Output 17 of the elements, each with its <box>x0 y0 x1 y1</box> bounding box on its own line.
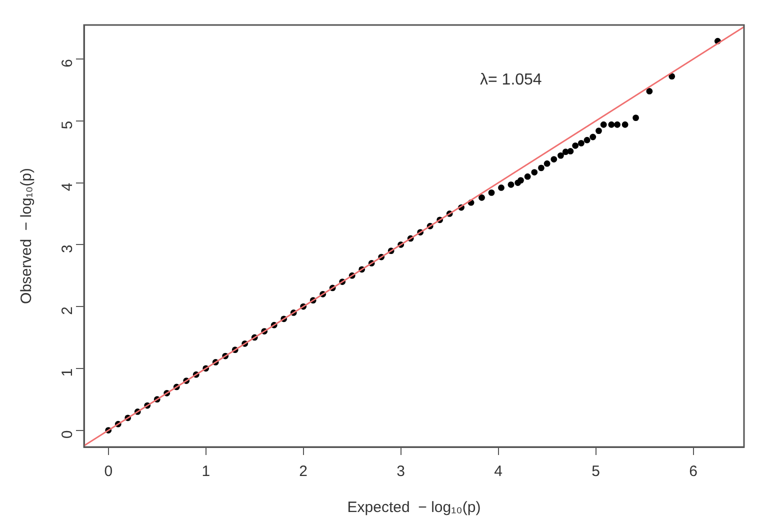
x-tick-label: 5 <box>592 463 600 480</box>
y-tick-label: 2 <box>59 306 76 315</box>
y-tick-label: 6 <box>59 59 76 68</box>
x-tick-label: 0 <box>104 463 113 480</box>
x-tick-label: 4 <box>494 463 502 480</box>
y-tick-label: 0 <box>59 430 76 439</box>
annotation: λ= 1.054 <box>480 71 542 88</box>
x-axis-title: Expected − log₁₀(p) <box>347 499 481 516</box>
y-tick-label: 4 <box>59 182 76 192</box>
x-tick-label: 1 <box>202 463 210 480</box>
x-tick-label: 6 <box>689 463 698 480</box>
y-tick-label: 3 <box>59 244 76 254</box>
x-tick-label: 2 <box>299 463 308 480</box>
y-axis-title: Observed − log₁₀(p) <box>18 168 36 304</box>
x-tick-label: 3 <box>396 463 406 480</box>
y-tick-label: 1 <box>59 368 76 377</box>
y-tick-label: 5 <box>59 120 76 130</box>
